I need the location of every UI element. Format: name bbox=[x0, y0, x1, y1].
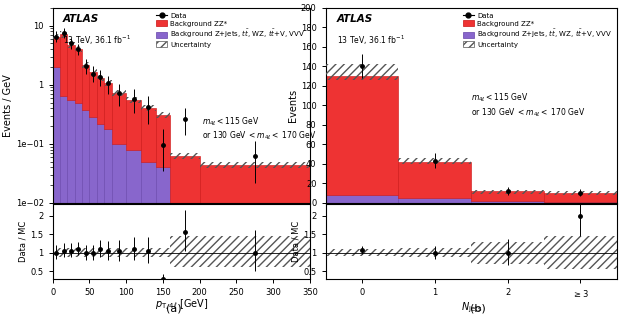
Y-axis label: Events / GeV: Events / GeV bbox=[3, 74, 13, 137]
Bar bbox=[141, 162, 156, 315]
Bar bbox=[104, 129, 112, 315]
Bar bbox=[200, 236, 310, 267]
Bar bbox=[68, 42, 75, 48]
Bar bbox=[170, 156, 200, 209]
Bar bbox=[399, 198, 471, 203]
Bar bbox=[141, 108, 156, 162]
Bar bbox=[471, 201, 544, 203]
Legend: Data, Background ZZ*, Background Z+jets, $t\bar{t}$, WZ, $t\bar{t}$+V, VVV, Unce: Data, Background ZZ*, Background Z+jets,… bbox=[462, 11, 613, 49]
Bar bbox=[68, 45, 75, 100]
Bar bbox=[126, 150, 141, 315]
Bar bbox=[141, 105, 156, 111]
Bar bbox=[200, 165, 310, 216]
Bar bbox=[544, 191, 617, 195]
Bar bbox=[97, 75, 104, 81]
Bar bbox=[75, 103, 82, 315]
Bar bbox=[89, 69, 97, 76]
Bar bbox=[89, 117, 97, 315]
Bar bbox=[126, 97, 141, 103]
Legend: Data, Background ZZ*, Background Z+jets, $t\bar{t}$, WZ, $t\bar{t}$+V, VVV, Unce: Data, Background ZZ*, Background Z+jets,… bbox=[155, 11, 306, 49]
Bar bbox=[104, 80, 112, 86]
Bar bbox=[75, 46, 82, 53]
Bar bbox=[471, 242, 544, 264]
Bar bbox=[471, 190, 544, 194]
Bar bbox=[170, 236, 200, 267]
X-axis label: $p_{\mathrm{T,4}\ell}$ [GeV]: $p_{\mathrm{T,4}\ell}$ [GeV] bbox=[154, 298, 208, 313]
Bar bbox=[326, 195, 399, 203]
Bar bbox=[53, 34, 60, 40]
Bar bbox=[156, 112, 171, 118]
Bar bbox=[104, 83, 112, 129]
Bar bbox=[53, 248, 60, 257]
Bar bbox=[82, 62, 89, 68]
Bar bbox=[60, 248, 68, 257]
Y-axis label: Data / MC: Data / MC bbox=[19, 221, 28, 262]
Text: ATLAS: ATLAS bbox=[63, 14, 99, 24]
Bar bbox=[75, 49, 82, 103]
X-axis label: $N_{\mathrm{jets}}$: $N_{\mathrm{jets}}$ bbox=[461, 300, 482, 315]
Bar bbox=[399, 162, 471, 198]
Bar bbox=[104, 248, 112, 257]
Bar bbox=[326, 76, 399, 195]
Bar bbox=[97, 77, 104, 123]
Bar bbox=[68, 248, 75, 257]
Text: $m_{4\ell} < 115$ GeV
or 130 GeV $< m_{4\ell}<$ 170 GeV: $m_{4\ell} < 115$ GeV or 130 GeV $< m_{4… bbox=[202, 115, 317, 142]
Bar bbox=[112, 93, 126, 144]
Bar bbox=[112, 248, 126, 257]
Bar bbox=[170, 209, 200, 315]
Text: ATLAS: ATLAS bbox=[337, 14, 373, 24]
Bar bbox=[82, 110, 89, 315]
Bar bbox=[53, 67, 60, 315]
Bar bbox=[399, 248, 471, 257]
Bar bbox=[200, 162, 310, 168]
Y-axis label: Data / MC: Data / MC bbox=[291, 221, 301, 262]
Text: 13 TeV, 36.1 fb$^{-1}$: 13 TeV, 36.1 fb$^{-1}$ bbox=[63, 33, 131, 47]
Bar bbox=[68, 100, 75, 315]
Y-axis label: Events: Events bbox=[288, 89, 298, 122]
Bar bbox=[544, 202, 617, 203]
Bar bbox=[544, 193, 617, 202]
Text: $m_{4\ell} < 115$ GeV
or 130 GeV $< m_{4\ell}<$ 170 GeV: $m_{4\ell} < 115$ GeV or 130 GeV $< m_{4… bbox=[471, 92, 586, 119]
Bar bbox=[60, 34, 68, 96]
Bar bbox=[97, 123, 104, 315]
Bar bbox=[326, 249, 399, 256]
Bar bbox=[89, 72, 97, 117]
Bar bbox=[126, 248, 141, 257]
Bar bbox=[89, 248, 97, 257]
Bar bbox=[544, 236, 617, 270]
Bar bbox=[156, 248, 171, 257]
Bar bbox=[97, 248, 104, 257]
Text: (a): (a) bbox=[166, 304, 182, 314]
Bar bbox=[82, 248, 89, 257]
Bar bbox=[156, 115, 171, 167]
Bar bbox=[126, 100, 141, 150]
Bar bbox=[200, 216, 310, 315]
Bar bbox=[82, 65, 89, 110]
Bar bbox=[156, 167, 171, 315]
Bar bbox=[75, 248, 82, 257]
Bar bbox=[60, 32, 68, 37]
Bar bbox=[112, 90, 126, 96]
Bar bbox=[53, 37, 60, 67]
Bar bbox=[326, 65, 399, 80]
Bar bbox=[399, 158, 471, 164]
Text: 13 TeV, 36.1 fb$^{-1}$: 13 TeV, 36.1 fb$^{-1}$ bbox=[337, 33, 405, 47]
Bar bbox=[471, 191, 544, 201]
Text: (b): (b) bbox=[469, 304, 485, 314]
Bar bbox=[60, 96, 68, 315]
Bar bbox=[170, 153, 200, 159]
Bar bbox=[141, 248, 156, 257]
Bar bbox=[112, 144, 126, 315]
